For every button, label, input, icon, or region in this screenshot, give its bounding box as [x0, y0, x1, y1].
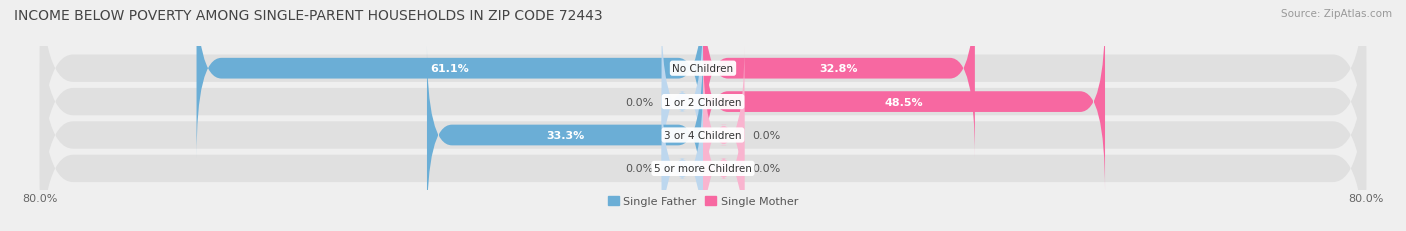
Text: No Children: No Children: [672, 64, 734, 74]
FancyBboxPatch shape: [39, 0, 1367, 222]
FancyBboxPatch shape: [703, 0, 974, 158]
FancyBboxPatch shape: [703, 13, 1105, 192]
FancyBboxPatch shape: [39, 16, 1367, 231]
Text: 32.8%: 32.8%: [820, 64, 858, 74]
FancyBboxPatch shape: [427, 46, 703, 225]
FancyBboxPatch shape: [703, 46, 744, 225]
Text: 0.0%: 0.0%: [752, 164, 780, 174]
Text: 33.3%: 33.3%: [546, 131, 583, 140]
Text: 1 or 2 Children: 1 or 2 Children: [664, 97, 742, 107]
Legend: Single Father, Single Mother: Single Father, Single Mother: [607, 196, 799, 206]
Text: 0.0%: 0.0%: [626, 164, 654, 174]
Text: 5 or more Children: 5 or more Children: [654, 164, 752, 174]
FancyBboxPatch shape: [39, 0, 1367, 188]
Text: 3 or 4 Children: 3 or 4 Children: [664, 131, 742, 140]
FancyBboxPatch shape: [39, 49, 1367, 231]
Text: 0.0%: 0.0%: [626, 97, 654, 107]
FancyBboxPatch shape: [703, 79, 744, 231]
Text: 0.0%: 0.0%: [752, 131, 780, 140]
FancyBboxPatch shape: [662, 13, 703, 192]
FancyBboxPatch shape: [662, 79, 703, 231]
Text: 61.1%: 61.1%: [430, 64, 470, 74]
Text: INCOME BELOW POVERTY AMONG SINGLE-PARENT HOUSEHOLDS IN ZIP CODE 72443: INCOME BELOW POVERTY AMONG SINGLE-PARENT…: [14, 9, 603, 23]
Text: 48.5%: 48.5%: [884, 97, 924, 107]
FancyBboxPatch shape: [197, 0, 703, 158]
Text: Source: ZipAtlas.com: Source: ZipAtlas.com: [1281, 9, 1392, 19]
